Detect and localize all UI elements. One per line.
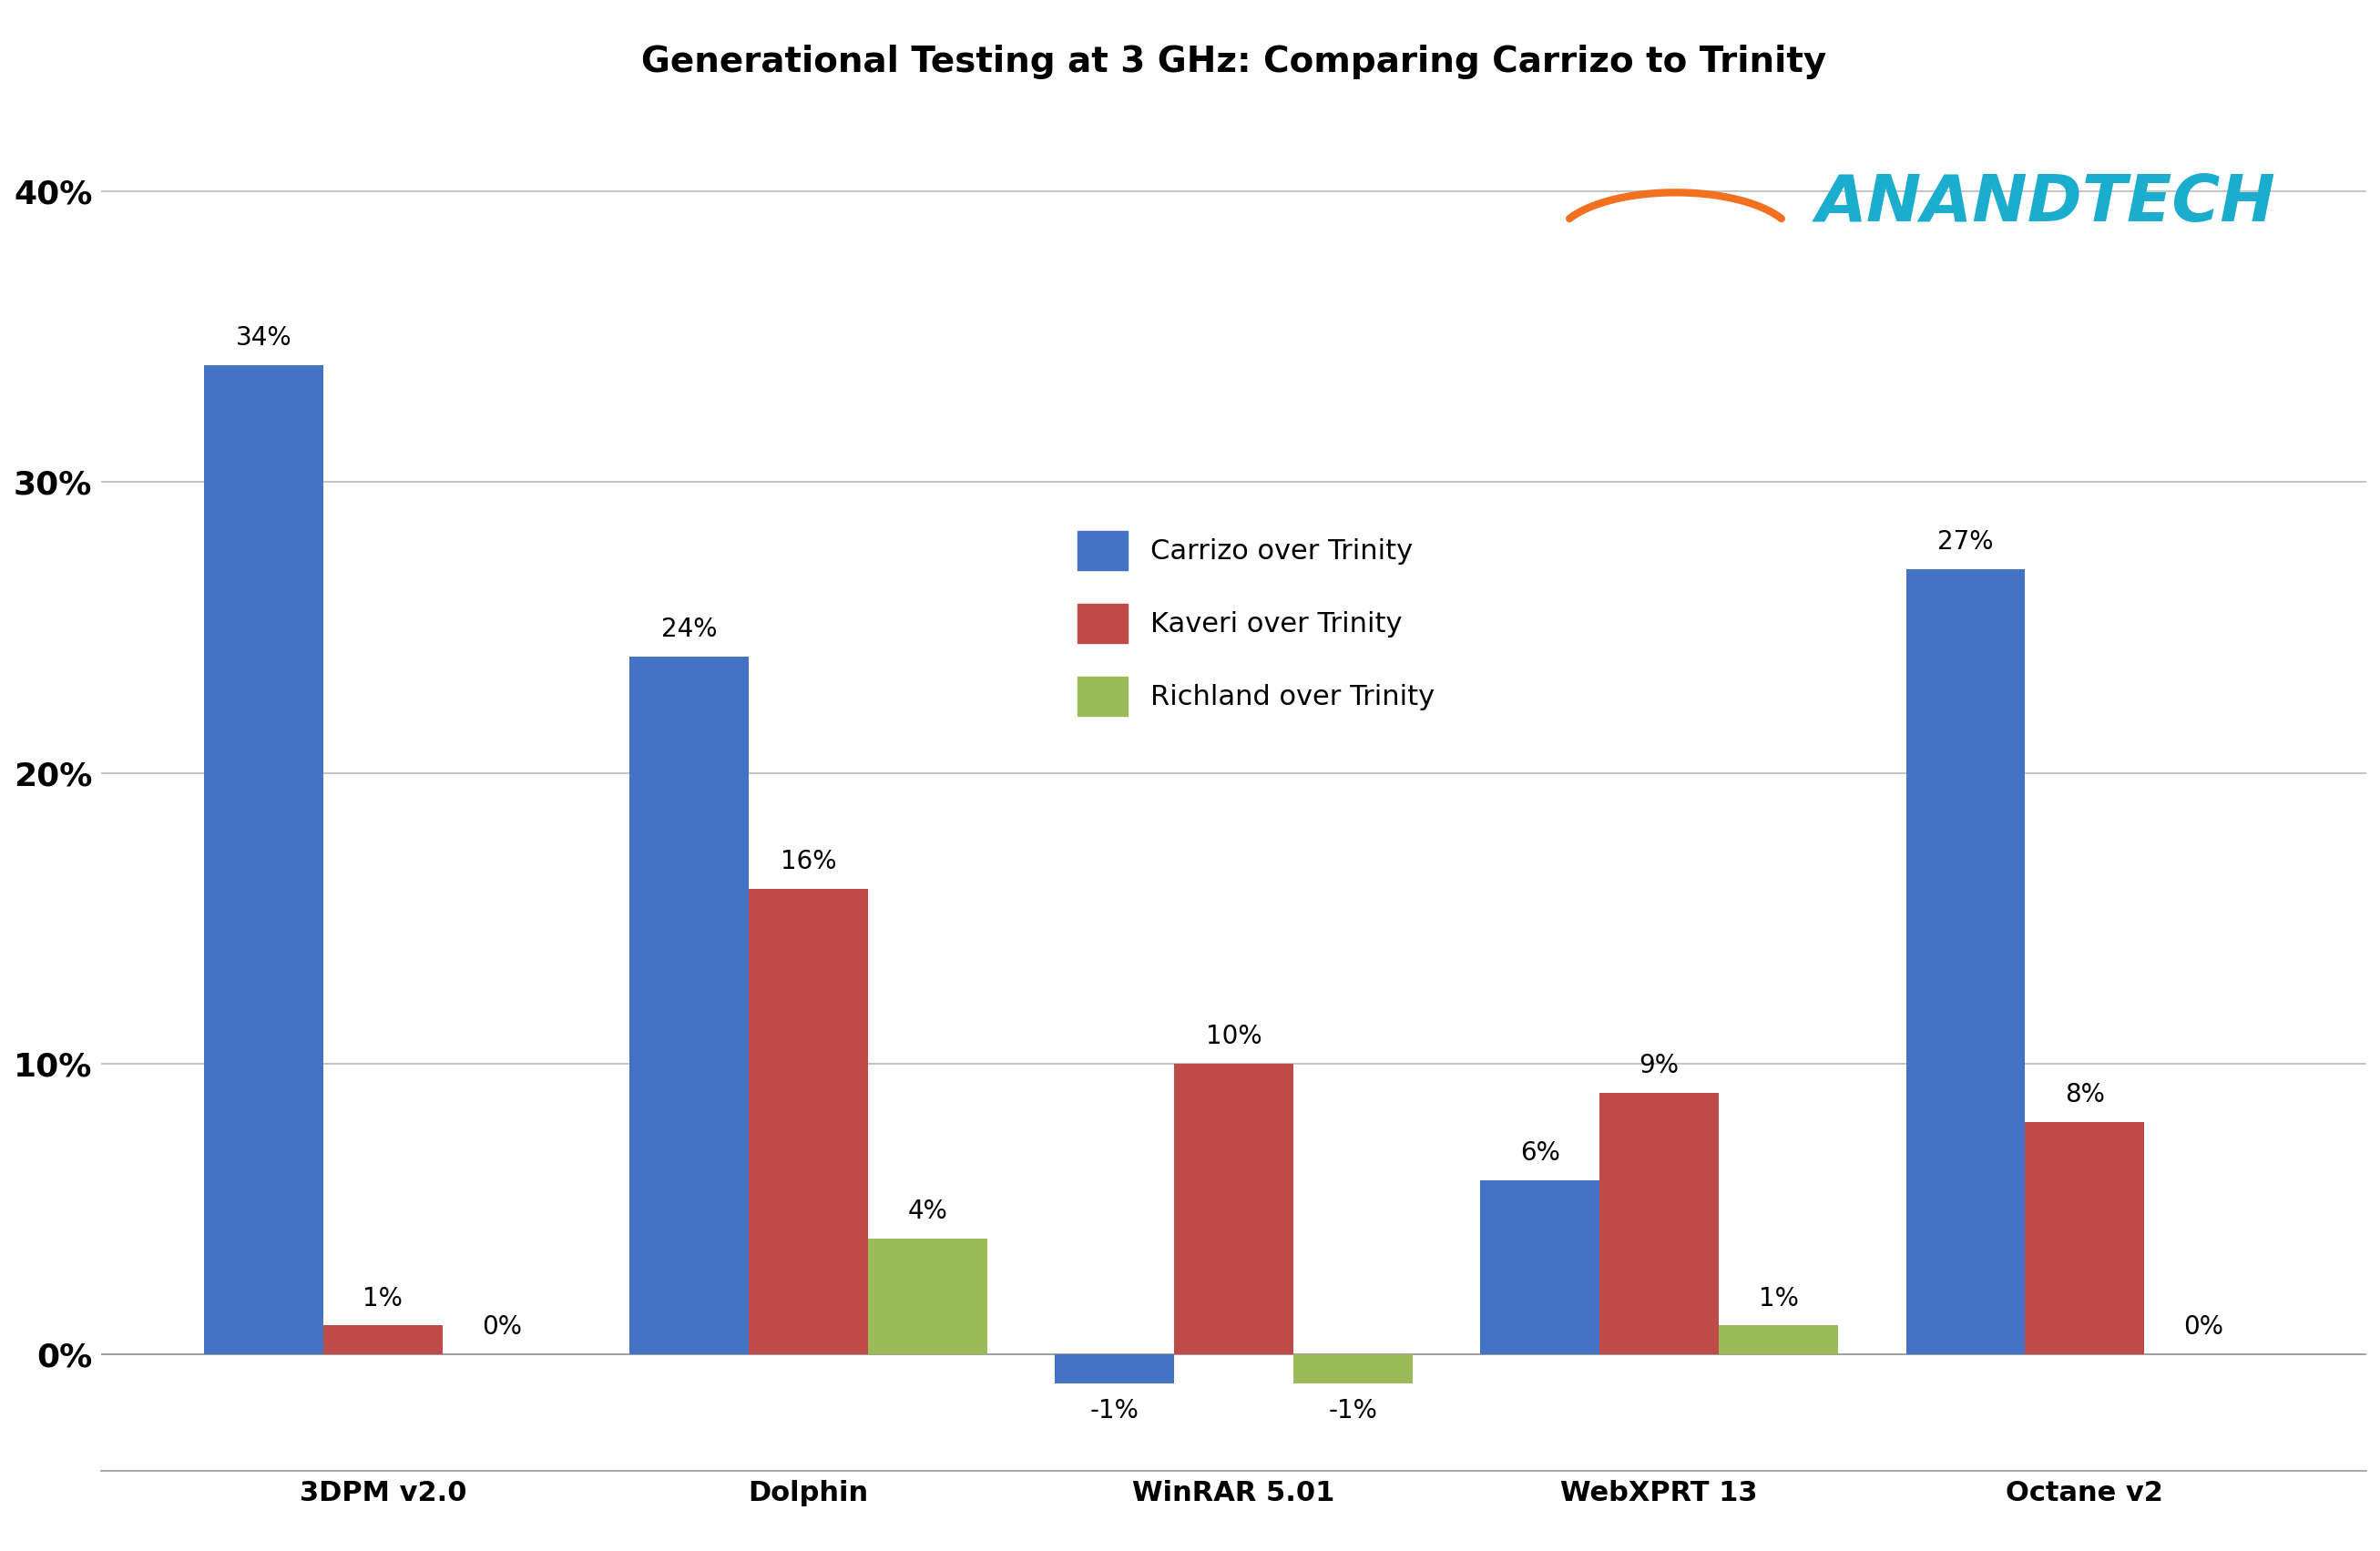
Text: 9%: 9% — [1640, 1053, 1680, 1078]
Text: 8%: 8% — [2066, 1083, 2104, 1107]
Bar — [1480, 1180, 1599, 1354]
Bar — [1906, 569, 2025, 1354]
Bar — [324, 1326, 443, 1354]
Text: 24%: 24% — [662, 616, 716, 642]
Bar — [750, 889, 869, 1354]
Bar — [1718, 1326, 1837, 1354]
Bar — [205, 366, 324, 1354]
Text: 27%: 27% — [1937, 529, 1994, 555]
Bar — [1054, 1354, 1173, 1383]
Text: 0%: 0% — [481, 1315, 521, 1340]
Text: -1%: -1% — [1090, 1399, 1140, 1424]
Bar — [2025, 1121, 2144, 1354]
Bar — [631, 656, 750, 1354]
Text: 1%: 1% — [1759, 1286, 1799, 1311]
Text: 16%: 16% — [781, 848, 835, 875]
Bar — [1292, 1354, 1411, 1383]
Text: ANANDTECH: ANANDTECH — [1816, 172, 2275, 234]
Text: 6%: 6% — [1521, 1140, 1559, 1165]
Text: 10%: 10% — [1207, 1024, 1261, 1048]
Title: Generational Testing at 3 GHz: Comparing Carrizo to Trinity: Generational Testing at 3 GHz: Comparing… — [640, 45, 1825, 79]
Text: 1%: 1% — [362, 1286, 402, 1311]
Bar — [1173, 1064, 1292, 1354]
Bar — [869, 1238, 988, 1354]
Text: -1%: -1% — [1328, 1399, 1378, 1424]
Bar — [1599, 1093, 1718, 1354]
Text: 0%: 0% — [2185, 1315, 2223, 1340]
Legend: Carrizo over Trinity, Kaveri over Trinity, Richland over Trinity: Carrizo over Trinity, Kaveri over Trinit… — [1066, 520, 1445, 727]
Text: 34%: 34% — [236, 326, 293, 351]
Text: 4%: 4% — [907, 1199, 947, 1224]
